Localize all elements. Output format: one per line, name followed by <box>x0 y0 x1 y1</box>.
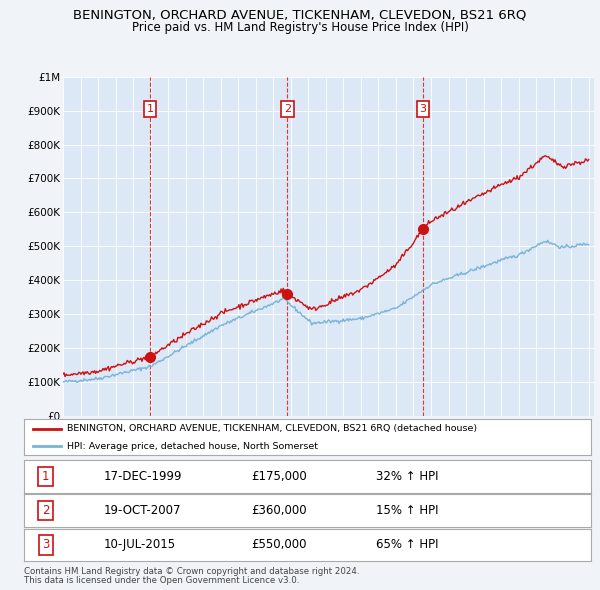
Text: 19-OCT-2007: 19-OCT-2007 <box>103 504 181 517</box>
Text: BENINGTON, ORCHARD AVENUE, TICKENHAM, CLEVEDON, BS21 6RQ: BENINGTON, ORCHARD AVENUE, TICKENHAM, CL… <box>73 8 527 21</box>
Text: 15% ↑ HPI: 15% ↑ HPI <box>376 504 438 517</box>
Text: Price paid vs. HM Land Registry's House Price Index (HPI): Price paid vs. HM Land Registry's House … <box>131 21 469 34</box>
Text: £550,000: £550,000 <box>251 538 307 552</box>
Text: 2: 2 <box>42 504 49 517</box>
Text: 65% ↑ HPI: 65% ↑ HPI <box>376 538 438 552</box>
Text: 1: 1 <box>42 470 49 483</box>
Text: HPI: Average price, detached house, North Somerset: HPI: Average price, detached house, Nort… <box>67 442 317 451</box>
Text: £175,000: £175,000 <box>251 470 307 483</box>
Text: BENINGTON, ORCHARD AVENUE, TICKENHAM, CLEVEDON, BS21 6RQ (detached house): BENINGTON, ORCHARD AVENUE, TICKENHAM, CL… <box>67 424 476 433</box>
Text: 10-JUL-2015: 10-JUL-2015 <box>103 538 176 552</box>
Text: 32% ↑ HPI: 32% ↑ HPI <box>376 470 438 483</box>
Text: 1: 1 <box>146 104 154 114</box>
Text: This data is licensed under the Open Government Licence v3.0.: This data is licensed under the Open Gov… <box>24 576 299 585</box>
Text: Contains HM Land Registry data © Crown copyright and database right 2024.: Contains HM Land Registry data © Crown c… <box>24 567 359 576</box>
Text: £360,000: £360,000 <box>251 504 307 517</box>
Text: 17-DEC-1999: 17-DEC-1999 <box>103 470 182 483</box>
Text: 3: 3 <box>42 538 49 552</box>
Text: 2: 2 <box>284 104 291 114</box>
Text: 3: 3 <box>419 104 426 114</box>
